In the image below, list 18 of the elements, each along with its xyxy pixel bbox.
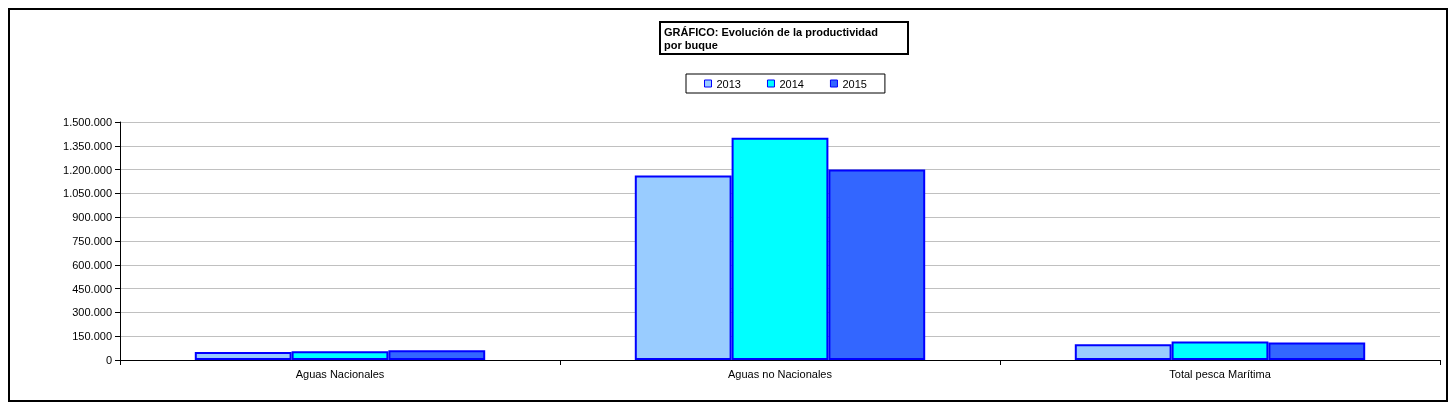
x-tick-label: Aguas Nacionales [295, 367, 385, 380]
y-tick-label: 0 [105, 354, 112, 366]
legend-label: 2014 [779, 77, 804, 90]
y-tick-label: 300.000 [72, 306, 112, 319]
x-tick-label: Total pesca Marítima [1169, 367, 1272, 380]
y-tick-label: 900.000 [72, 211, 112, 224]
legend-label: 2013 [716, 77, 741, 90]
y-tick-label: 600.000 [72, 258, 112, 271]
y-tick-label: 1.500.000 [63, 116, 112, 128]
y-tick-label: 450.000 [72, 282, 112, 295]
legend-label: 2015 [842, 77, 867, 90]
y-tick-label: 1.350.000 [63, 139, 112, 152]
y-tick-label: 150.000 [72, 330, 112, 343]
y-tick-label: 1.050.000 [63, 187, 112, 200]
x-tick-label: Aguas no Nacionales [728, 367, 833, 380]
y-tick-label: 1.200.000 [63, 163, 112, 176]
chart-title: GRÁFICO: Evolución de la productividad por buque [664, 25, 881, 51]
y-tick-label: 750.000 [72, 235, 112, 247]
